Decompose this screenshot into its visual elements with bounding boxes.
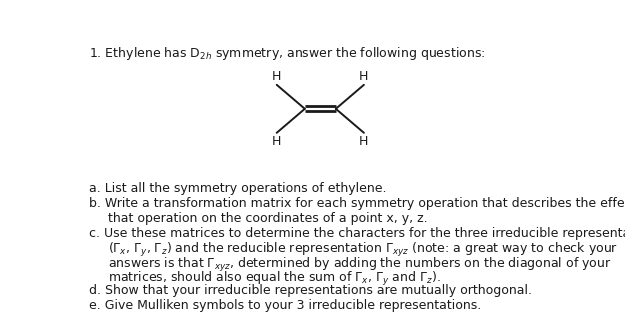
Text: d. Show that your irreducible representations are mutually orthogonal.: d. Show that your irreducible representa…: [89, 284, 532, 297]
Text: H: H: [272, 135, 281, 148]
Text: H: H: [272, 70, 281, 83]
Text: H: H: [359, 70, 369, 83]
Text: ($\Gamma_x$, $\Gamma_y$, $\Gamma_z$) and the reducible representation $\Gamma_{x: ($\Gamma_x$, $\Gamma_y$, $\Gamma_z$) and…: [108, 241, 618, 259]
Text: H: H: [359, 135, 369, 148]
Text: a. List all the symmetry operations of ethylene.: a. List all the symmetry operations of e…: [89, 182, 386, 195]
Text: answers is that $\Gamma_{xyz}$, determined by adding the numbers on the diagonal: answers is that $\Gamma_{xyz}$, determin…: [108, 256, 612, 274]
Text: e. Give Mulliken symbols to your 3 irreducible representations.: e. Give Mulliken symbols to your 3 irred…: [89, 299, 481, 312]
Text: c. Use these matrices to determine the characters for the three irreducible repr: c. Use these matrices to determine the c…: [89, 227, 625, 240]
Text: b. Write a transformation matrix for each symmetry operation that describes the : b. Write a transformation matrix for eac…: [89, 197, 625, 210]
Text: matrices, should also equal the sum of $\Gamma_x$, $\Gamma_y$ and $\Gamma_z$).: matrices, should also equal the sum of $…: [108, 270, 441, 288]
Text: 1. Ethylene has D$_{2h}$ symmetry, answer the following questions:: 1. Ethylene has D$_{2h}$ symmetry, answe…: [89, 45, 485, 62]
Text: that operation on the coordinates of a point x, y, z.: that operation on the coordinates of a p…: [108, 212, 428, 225]
